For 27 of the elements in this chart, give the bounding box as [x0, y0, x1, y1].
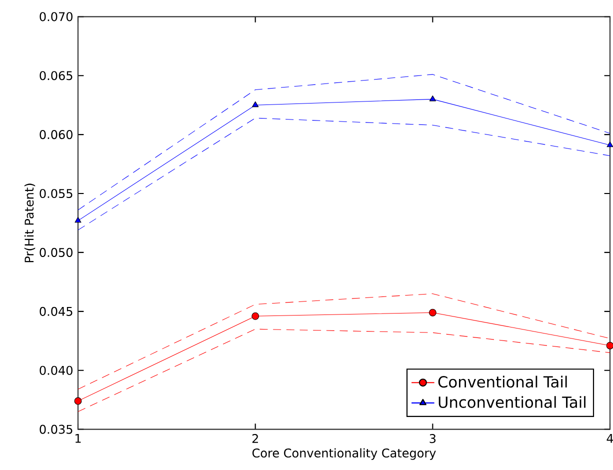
line-series [78, 74, 610, 210]
point [74, 397, 82, 405]
line-series [78, 118, 610, 230]
y-tick-label: 0.045 [40, 306, 72, 316]
x-tick-label: 3 [430, 434, 436, 444]
y-tick-label: 0.060 [40, 130, 72, 140]
y-tick-label: 0.070 [40, 12, 72, 22]
line-series [78, 328, 610, 412]
y-tick-label: 0.035 [40, 424, 72, 434]
point [252, 101, 259, 108]
x-tick-label: 1 [76, 434, 81, 443]
legend-label: Conventional Tail [438, 376, 567, 388]
point [74, 216, 82, 223]
x-tick-label: 4 [606, 434, 613, 443]
y-tick-label: 0.065 [40, 71, 72, 80]
point [429, 95, 436, 102]
y-tick-label: 0.050 [40, 248, 72, 257]
x-axis-title: Core Conventionality Category [252, 448, 436, 460]
point [252, 312, 260, 320]
y-tick-label: 0.055 [40, 188, 72, 198]
legend-label: Unconventional Tail [438, 396, 586, 408]
point [606, 141, 613, 148]
point [428, 308, 436, 316]
line-series [78, 293, 610, 390]
y-axis-title: Pr(Hit Patent) [24, 184, 36, 262]
x-tick-label: 2 [252, 434, 258, 443]
y-tick-label: 0.040 [40, 366, 72, 375]
